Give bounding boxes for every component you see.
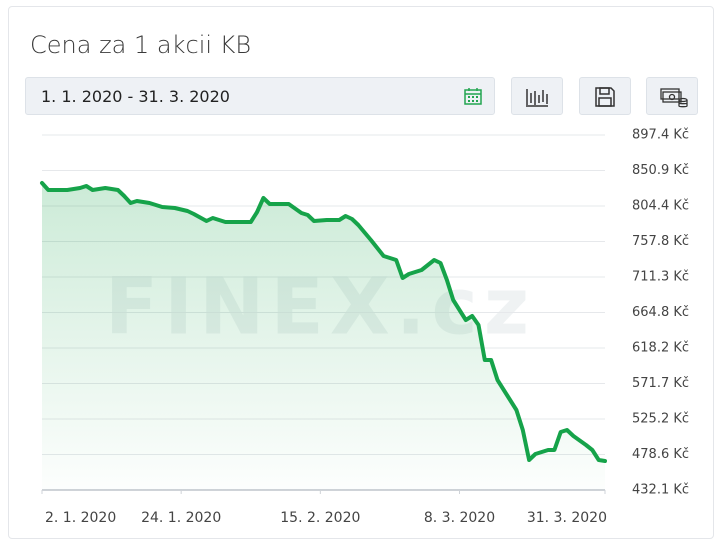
x-tick-label: 8. 3. 2020 xyxy=(424,510,495,526)
x-tick-label: 2. 1. 2020 xyxy=(45,510,116,526)
candle-icon xyxy=(526,89,548,107)
y-tick-label: 432.1 Kč xyxy=(632,483,689,498)
x-tick-label: 31. 3. 2020 xyxy=(527,510,607,526)
y-tick-label: 664.8 Kč xyxy=(632,305,689,320)
y-tick-label: 571.7 Kč xyxy=(632,376,689,391)
y-tick-label: 525.2 Kč xyxy=(632,411,689,426)
candle-button[interactable] xyxy=(511,77,563,115)
y-tick-label: 804.4 Kč xyxy=(632,198,689,213)
save-icon xyxy=(595,87,615,107)
date-range-input[interactable]: 1. 1. 2020 - 31. 3. 2020 xyxy=(25,77,495,115)
chart-title: Cena za 1 akcii KB xyxy=(30,31,252,59)
y-tick-label: 478.6 Kč xyxy=(632,447,689,462)
date-range: 1. 1. 2020 - 31. 3. 2020 xyxy=(41,87,230,106)
area xyxy=(42,183,605,490)
save-button[interactable] xyxy=(579,77,631,115)
y-tick-label: 897.4 Kč xyxy=(632,128,689,143)
calendar-icon[interactable] xyxy=(464,87,482,105)
y-tick-label: 757.8 Kč xyxy=(632,234,689,249)
y-tick-label: 711.3 Kč xyxy=(632,269,689,284)
y-tick-label: 618.2 Kč xyxy=(632,341,689,356)
price-line xyxy=(40,181,607,463)
y-tick-label: 850.9 Kč xyxy=(632,163,689,178)
money-button[interactable] xyxy=(646,77,698,115)
x-tick-label: 15. 2. 2020 xyxy=(280,510,360,526)
money-icon xyxy=(660,88,688,108)
x-tick-label: 24. 1. 2020 xyxy=(141,510,221,526)
